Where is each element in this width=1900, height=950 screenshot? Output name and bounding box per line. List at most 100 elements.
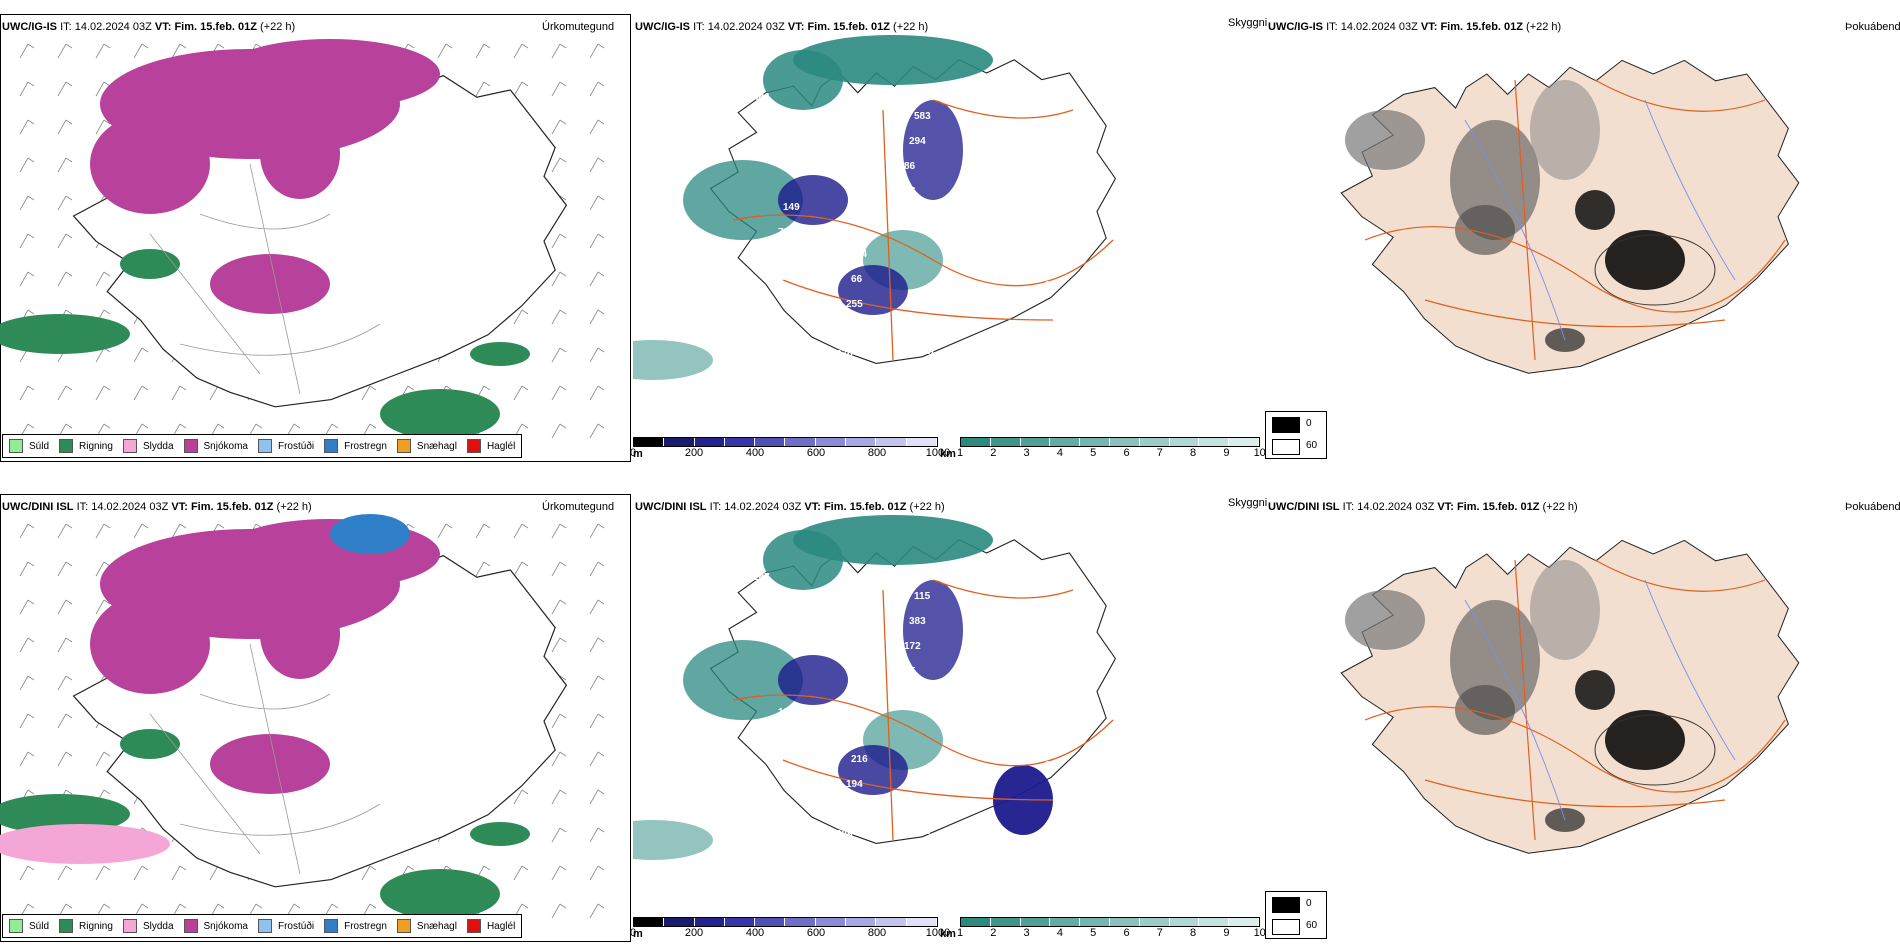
legend-swatch: [257, 919, 272, 933]
ceiling-label: 290: [831, 594, 848, 605]
visibility-map: 287 515 335 229 239 237 290 172 116 287 87 229 383 17…: [633, 515, 1117, 860]
legend-swatch: [396, 919, 411, 933]
ceiling-label: 79: [778, 227, 790, 238]
ceiling-tick: 600: [806, 447, 826, 459]
ceiling-label: 287: [1050, 735, 1067, 746]
it-value: 14.02.2024 03Z: [74, 21, 152, 33]
ceiling-label: 94: [992, 613, 1004, 624]
fog-low: 0: [1306, 418, 1312, 429]
panel-header: UWC/DINI ISL IT: 14.02.2024 03Z VT: Fim.…: [635, 501, 945, 513]
ceiling-label: 177: [982, 663, 999, 674]
vis-tick: 10: [1253, 927, 1266, 939]
legend-label: Haglél: [486, 920, 516, 932]
legend-swatch: [122, 439, 137, 453]
vis-unit: km: [940, 928, 956, 940]
vt-label: VT:: [171, 501, 188, 513]
lead-time: (+22 h): [260, 21, 296, 33]
precip-map: [0, 494, 631, 942]
panel-header: UWC/IG-IS IT: 14.02.2024 03Z VT: Fim. 15…: [635, 21, 928, 33]
vis-tick: 7: [1156, 927, 1163, 939]
it-value: 14.02.2024 03Z: [707, 21, 785, 33]
lead-time: (+22 h): [1542, 501, 1578, 513]
ceiling-label: 455: [826, 139, 843, 150]
vis-tick: 9: [1223, 447, 1230, 459]
ceiling-label: 237: [758, 807, 775, 818]
ceiling-label: 81: [919, 826, 931, 837]
ceiling-label: 335: [899, 666, 916, 677]
ceiling-label: 352: [972, 233, 989, 244]
legend-label: Rigning: [79, 920, 113, 932]
ceiling-colorbar: 0 200 400 600 800 1000 m: [630, 917, 950, 941]
ceiling-label: 207: [831, 114, 848, 125]
ceiling-label: 294: [909, 136, 926, 147]
vt-value: Fim. 15.feb. 01Z: [807, 21, 890, 33]
model-name: UWC/IG-IS: [1268, 21, 1323, 33]
ceiling-label: 229: [836, 829, 853, 840]
legend-label: Slydda: [142, 440, 174, 452]
vt-label: VT:: [154, 21, 172, 33]
it-label: IT:: [60, 21, 72, 33]
ceiling-label: 152: [929, 296, 946, 307]
panel-title-cloud: Skyggni: [1228, 497, 1268, 509]
it-label: IT:: [1326, 21, 1338, 33]
legend-swatch: [466, 439, 481, 453]
panel-header: UWC/IG-IS IT: 14.02.2024 03Z VT: Fim. 15…: [1268, 21, 1561, 33]
ceiling-label: 969: [1045, 280, 1062, 291]
fog-legend: 0 60: [1265, 891, 1327, 939]
legend-swatch: [9, 439, 23, 453]
model-name: UWC/DINI ISL: [1268, 501, 1340, 513]
legend-swatch: [396, 439, 411, 453]
panel-title-fog: Þokuábendi: [1845, 21, 1900, 33]
ceiling-label: 370: [836, 349, 853, 360]
ceiling-label: 08: [768, 757, 780, 768]
panel-title-precip: Úrkomutegund: [542, 501, 615, 513]
ceiling-tick: 800: [867, 447, 887, 459]
vis-tick: 6: [1123, 927, 1130, 939]
legend-label: Snæhagl: [416, 920, 457, 932]
vt-label: VT:: [787, 21, 805, 33]
ceiling-tick: 200: [684, 927, 704, 939]
lead-time: (+22 h): [893, 21, 929, 33]
ceiling-label: 151: [773, 732, 790, 743]
ceiling-tick: 200: [684, 447, 704, 459]
panel-header: UWC/DINI ISL IT: 14.02.2024 03Z VT: Fim.…: [1268, 501, 1578, 513]
legend-swatch: [324, 439, 339, 453]
legend-label: Slydda: [142, 920, 174, 932]
ceiling-tick: 800: [867, 927, 887, 939]
vis-tick: 3: [1023, 447, 1030, 459]
ceiling-label: 18: [778, 707, 790, 718]
vis-tick: 9: [1223, 927, 1230, 939]
vt-value: Fim. 15.feb. 01Z: [1456, 501, 1540, 513]
ceiling-label: 515: [826, 619, 843, 630]
ceiling-label: 198: [1002, 343, 1019, 354]
ceiling-label: 415: [982, 183, 999, 194]
vis-tick: 4: [1056, 447, 1063, 459]
legend-label: Frostúði: [277, 440, 315, 452]
vt-label: VT:: [1437, 501, 1454, 513]
vis-tick: 1: [956, 927, 964, 939]
ceiling-label: 87: [763, 782, 775, 793]
lead-time: (+22 h): [276, 501, 312, 513]
ceiling-label: 426: [899, 186, 916, 197]
ceiling-label: 96: [773, 252, 785, 263]
ceiling-label: 148: [1060, 685, 1077, 696]
model-name: UWC/IG-IS: [2, 21, 57, 33]
ceiling-label: 128: [758, 327, 775, 338]
ceiling-label: 255: [846, 299, 863, 310]
vis-tick: 5: [1090, 447, 1097, 459]
ceiling-label: 70: [987, 638, 999, 649]
ceiling-tick: 600: [806, 927, 826, 939]
model-name: UWC/DINI ISL: [635, 501, 707, 513]
ceiling-label: 106: [768, 277, 785, 288]
ceiling-label: 122: [924, 801, 941, 812]
it-value: 14.02.2024 03Z: [91, 501, 169, 513]
ceiling-label: 383: [909, 616, 926, 627]
legend-swatch: [122, 919, 137, 933]
lead-time: (+22 h): [909, 501, 945, 513]
it-label: IT:: [709, 501, 722, 513]
precip-legend: Súld Rigning Slydda Snjókoma Frostúði Frostre…: [2, 914, 523, 938]
vis-colorbar: 1 2 3 4 5 6 7 8 9 10 km: [940, 437, 1266, 461]
panel-header: UWC/IG-IS IT: 14.02.2024 03Z VT: Fim. 15…: [2, 21, 295, 33]
vis-tick: 4: [1056, 927, 1063, 939]
model-name: UWC/IG-IS: [635, 21, 690, 33]
